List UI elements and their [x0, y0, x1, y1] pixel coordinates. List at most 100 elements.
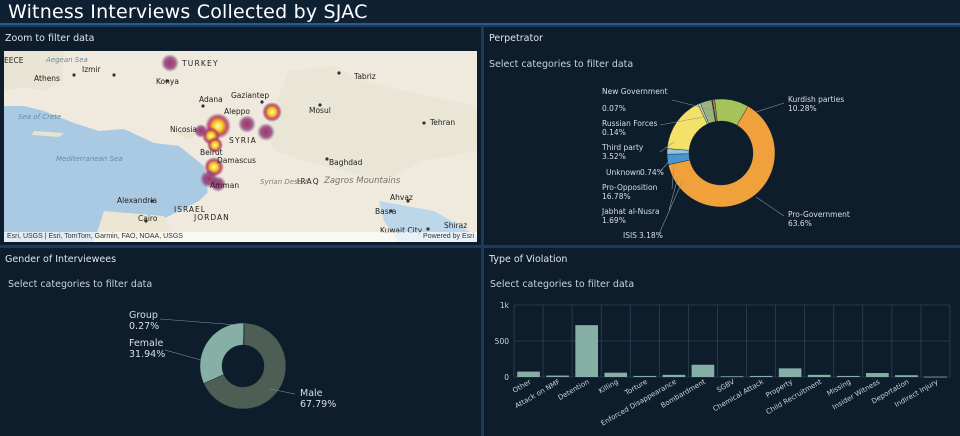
gender-label-male: Male — [300, 388, 323, 399]
map-label: Ahvaz — [390, 193, 413, 202]
map-label: Tehran — [429, 118, 455, 127]
powered-by-esri[interactable]: Powered by Esri — [423, 233, 474, 240]
gender-pct-female: 31.94% — [129, 349, 165, 360]
dashboard-title: Witness Interviews Collected by SJAC — [8, 1, 368, 23]
y-tick-label: 500 — [495, 337, 510, 346]
perp-pct-third: 3.52% — [602, 152, 626, 161]
bar-bombardment[interactable] — [691, 364, 715, 377]
perp-pct-kurdish: 10.28% — [788, 104, 817, 113]
map-attribution: Esri, USGS | Esri, TomTom, Garmin, FAO, … — [4, 232, 477, 242]
perp-pct-russian: 0.14% — [602, 128, 626, 137]
app-header: Witness Interviews Collected by SJAC — [0, 0, 960, 25]
map-label: Mosul — [309, 106, 331, 115]
map-label: Nicosia — [170, 125, 197, 134]
map-label: TURKEY — [181, 59, 219, 68]
perp-pct-progov: 63.6% — [788, 219, 812, 228]
map-label: EECE — [4, 56, 24, 65]
bar-child-recruitment[interactable] — [807, 374, 831, 377]
city-markers — [72, 71, 430, 231]
gender-slice-group[interactable] — [243, 322, 245, 346]
bar-insider-witness[interactable] — [865, 373, 889, 377]
map-label: Beirut — [200, 148, 223, 157]
bar-deportation[interactable] — [895, 375, 918, 377]
gender-subtitle: Select categories to filter data — [8, 279, 153, 290]
gender-leaders — [159, 318, 296, 395]
gender-slice-female[interactable] — [199, 322, 244, 384]
perpetrator-title: Perpetrator — [489, 33, 543, 44]
perp-pct-unknown: 0.74% — [640, 168, 664, 177]
map-label: Syrian Desert — [260, 178, 308, 186]
map-label: Amman — [210, 181, 239, 190]
map-view[interactable]: EECE TURKEY Athens Izmir Konya Tabriz Ad… — [4, 51, 477, 242]
map-panel: Zoom to filter data — [0, 27, 481, 245]
crete — [32, 131, 64, 137]
land-sinai — [154, 191, 219, 242]
map-label: Konya — [156, 77, 179, 86]
violation-subtitle: Select categories to filter data — [490, 279, 635, 290]
bar-property[interactable] — [778, 368, 802, 377]
perp-pct-nusra: 1.69% — [602, 216, 626, 225]
map-label: Alexandria — [117, 196, 157, 205]
perpetrator-panel: Perpetrator Select categories to filter … — [484, 27, 960, 245]
perp-slice-kurdish-parties[interactable] — [714, 98, 749, 126]
map-label: SYRIA — [229, 136, 257, 145]
bar-attack-on-nmf[interactable] — [546, 375, 569, 377]
map-label: Izmir — [82, 65, 102, 74]
heat-spot — [207, 137, 223, 153]
map-label: Kuwait City — [380, 226, 423, 235]
bar-torture[interactable] — [633, 375, 657, 377]
heat-spot — [161, 54, 179, 72]
map-label: Sea of Crete — [18, 113, 61, 121]
map-label: Zagros Mountains — [323, 176, 401, 186]
x-tick-label: Other — [511, 378, 532, 395]
bar-killing[interactable] — [604, 372, 628, 377]
perp-pct-proopp: 16.78% — [602, 192, 631, 201]
attribution-text: Esri, USGS | Esri, TomTom, Garmin, FAO, … — [7, 233, 183, 240]
perp-label-third: Third party — [601, 143, 644, 152]
gender-label-group: Group — [129, 310, 158, 321]
perp-label-russian: Russian Forces — [602, 119, 658, 128]
perpetrator-donut-chart[interactable]: New Government 0.07% Russian Forces 0.14… — [484, 27, 960, 245]
bar-detention[interactable] — [575, 325, 599, 377]
bar-enforced-disappearance[interactable] — [662, 374, 686, 377]
persian-gulf — [379, 201, 477, 242]
map-label: JORDAN — [193, 213, 230, 222]
map-label: Tabriz — [353, 72, 376, 81]
gender-title: Gender of Interviewees — [5, 254, 117, 265]
perp-label-kurdish: Kurdish parties — [788, 95, 844, 104]
map-label: Basra — [375, 207, 396, 216]
perp-slice-pro-government[interactable] — [668, 105, 776, 208]
land-greece — [4, 51, 64, 91]
violation-panel: Type of Violation Select categories to f… — [484, 248, 960, 436]
heat-spot — [238, 115, 256, 133]
map-label: Shiraz — [444, 221, 467, 230]
gender-pct-male: 67.79% — [300, 399, 336, 410]
gender-panel: Gender of Interviewees Select categories… — [0, 248, 481, 436]
basemap[interactable]: EECE TURKEY Athens Izmir Konya Tabriz Ad… — [4, 51, 477, 242]
perp-pct-isis: 3.18% — [639, 231, 663, 240]
gender-slice-male[interactable] — [203, 322, 287, 410]
map-label: Gaziantep — [231, 91, 269, 100]
bar-other[interactable] — [517, 371, 540, 377]
mountains — [264, 66, 477, 181]
map-label: Athens — [34, 74, 60, 83]
heat-spot — [194, 124, 208, 138]
map-label: Mediterranean Sea — [56, 155, 123, 163]
bar-chemical-attack[interactable] — [749, 375, 773, 377]
perp-label-new-gov: New Government — [602, 87, 668, 96]
map-label: Cairo — [138, 214, 158, 223]
x-tick-label: Child Recruitment — [765, 378, 824, 417]
x-tick-label: Detention — [557, 378, 591, 402]
bar-missing[interactable] — [836, 375, 860, 377]
bar-indirect-injury[interactable] — [924, 376, 947, 378]
x-tick-label: Chemical Attack — [712, 377, 766, 413]
heat-spot — [262, 102, 282, 122]
perp-label-nusra: Jabhat al-Nusra — [601, 207, 660, 216]
map-label: Baghdad — [329, 158, 363, 167]
bar-sgbv[interactable] — [720, 376, 744, 378]
y-tick-label: 1k — [500, 301, 510, 310]
x-tick-label: SGBV — [715, 378, 736, 395]
gender-donut-chart[interactable]: Group 0.27% Female 31.94% Male 67.79% — [0, 248, 481, 436]
violation-title: Type of Violation — [489, 254, 568, 265]
